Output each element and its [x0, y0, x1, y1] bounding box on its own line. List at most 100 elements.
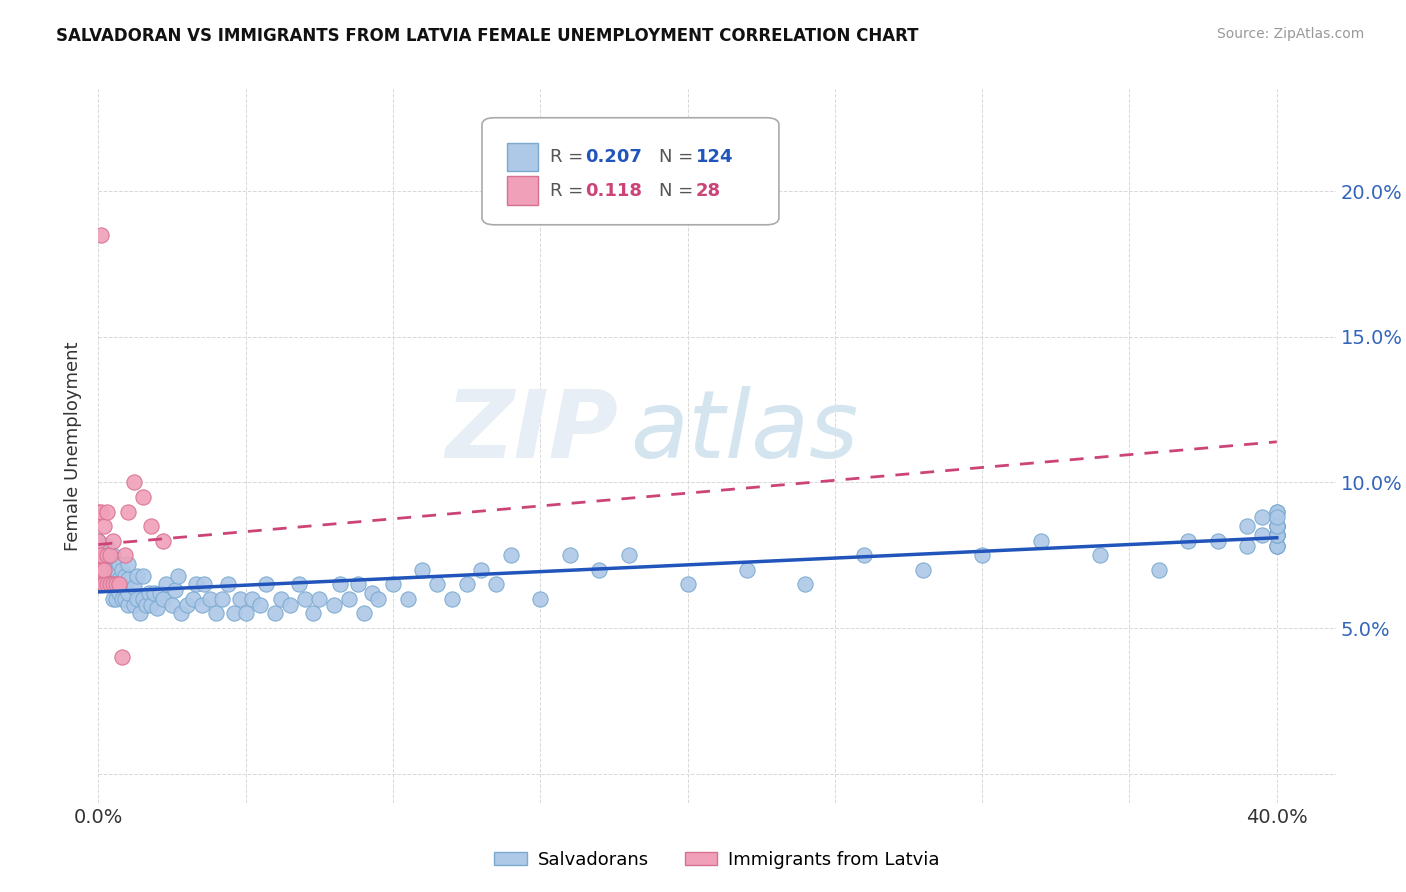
Point — [117, 557, 139, 571]
Point — [184, 577, 207, 591]
Point — [912, 563, 935, 577]
Point — [353, 607, 375, 621]
Point — [170, 607, 193, 621]
Text: ZIP: ZIP — [446, 385, 619, 478]
Text: SALVADORAN VS IMMIGRANTS FROM LATVIA FEMALE UNEMPLOYMENT CORRELATION CHART: SALVADORAN VS IMMIGRANTS FROM LATVIA FEM… — [56, 27, 918, 45]
Point — [1265, 528, 1288, 542]
Point — [155, 577, 177, 591]
Point — [105, 577, 128, 591]
Point — [96, 540, 118, 554]
Point — [254, 577, 277, 591]
Point — [200, 591, 222, 606]
Point — [96, 551, 118, 566]
Point — [163, 583, 186, 598]
Point — [96, 568, 118, 582]
Point — [114, 568, 136, 582]
Point — [193, 577, 215, 591]
Point — [114, 548, 136, 562]
Point — [101, 577, 124, 591]
Point — [117, 504, 139, 518]
Point — [337, 591, 360, 606]
Point — [87, 548, 110, 562]
Point — [105, 577, 128, 591]
Point — [93, 557, 115, 571]
Point — [190, 598, 212, 612]
Point — [308, 591, 330, 606]
Point — [152, 591, 174, 606]
Text: 0.118: 0.118 — [585, 182, 641, 200]
Point — [93, 519, 115, 533]
Point — [411, 563, 433, 577]
Point — [440, 591, 463, 606]
Point — [149, 586, 172, 600]
Point — [1088, 548, 1111, 562]
Text: N =: N = — [659, 182, 699, 200]
Y-axis label: Female Unemployment: Female Unemployment — [65, 342, 83, 550]
Point — [93, 563, 115, 577]
Point — [96, 577, 118, 591]
Point — [108, 577, 131, 591]
Point — [96, 548, 118, 562]
Point — [90, 504, 112, 518]
Point — [117, 586, 139, 600]
Point — [1265, 540, 1288, 554]
Bar — [506, 143, 537, 171]
Point — [972, 548, 994, 562]
Point — [229, 591, 252, 606]
Point — [98, 577, 121, 591]
Text: R =: R = — [550, 148, 589, 166]
Point — [141, 519, 163, 533]
Point — [396, 591, 419, 606]
Point — [1265, 528, 1288, 542]
Point — [367, 591, 389, 606]
Point — [1265, 519, 1288, 533]
Point — [264, 607, 287, 621]
Point — [101, 533, 124, 548]
Point — [1265, 540, 1288, 554]
Point — [617, 548, 640, 562]
Point — [735, 563, 758, 577]
Point — [90, 563, 112, 577]
Point — [240, 591, 263, 606]
Point — [676, 577, 699, 591]
Point — [122, 598, 145, 612]
Text: R =: R = — [550, 182, 589, 200]
Point — [105, 563, 128, 577]
Point — [87, 504, 110, 518]
Point — [249, 598, 271, 612]
Text: 0.207: 0.207 — [585, 148, 641, 166]
Point — [101, 577, 124, 591]
Point — [98, 577, 121, 591]
Point — [87, 563, 110, 577]
Point — [87, 577, 110, 591]
Point — [1206, 533, 1229, 548]
Point — [125, 568, 148, 582]
Point — [558, 548, 581, 562]
Point — [117, 598, 139, 612]
Point — [1265, 519, 1288, 533]
Point — [131, 568, 153, 582]
Point — [382, 577, 405, 591]
Point — [1265, 528, 1288, 542]
Point — [211, 591, 233, 606]
Point — [278, 598, 301, 612]
FancyBboxPatch shape — [482, 118, 779, 225]
Legend: Salvadorans, Immigrants from Latvia: Salvadorans, Immigrants from Latvia — [486, 844, 948, 876]
Point — [122, 580, 145, 594]
Point — [96, 504, 118, 518]
Point — [90, 227, 112, 242]
Point — [167, 568, 190, 582]
Point — [794, 577, 817, 591]
Point — [1029, 533, 1052, 548]
Point — [101, 548, 124, 562]
Point — [111, 577, 134, 591]
Point — [470, 563, 492, 577]
Point — [456, 577, 478, 591]
Bar — [506, 177, 537, 205]
Point — [235, 607, 257, 621]
Point — [98, 548, 121, 562]
Point — [1251, 510, 1274, 524]
Point — [160, 598, 183, 612]
Point — [111, 563, 134, 577]
Point — [323, 598, 346, 612]
